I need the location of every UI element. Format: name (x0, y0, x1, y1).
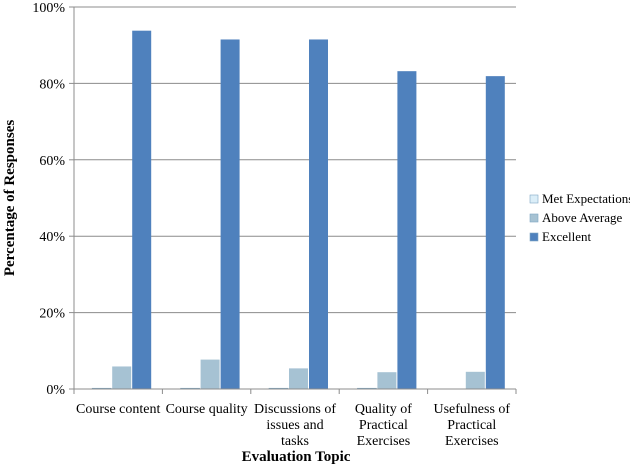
legend-swatch (529, 213, 539, 223)
axes (73, 7, 517, 394)
y-tick-label: 0% (46, 383, 65, 398)
legend: Met Expectations Above Average Excellent (529, 191, 630, 244)
bar-above-average (377, 372, 397, 389)
bar-above-average (465, 371, 485, 389)
bar-excellent (485, 76, 505, 389)
legend-swatch (529, 194, 539, 204)
bar-excellent (309, 39, 328, 389)
bar-excellent (132, 30, 152, 390)
x-tick-labels: Course content Course quality Discussions … (76, 402, 510, 449)
legend-label: Excellent (542, 229, 591, 244)
legend-swatch (529, 232, 539, 242)
y-tick-label: 80% (39, 77, 65, 92)
bar-above-average (200, 359, 220, 389)
y-axis-title: Percentage of Responses (2, 120, 18, 277)
y-tick-label: 60% (39, 154, 65, 169)
bar-above-average (112, 366, 132, 389)
y-tick-label: 100% (32, 1, 65, 16)
bar-excellent (397, 71, 417, 390)
bars (91, 30, 505, 390)
legend-label: Above Average (542, 210, 622, 225)
y-tick-label: 40% (39, 230, 65, 245)
x-tick-label: Quality of Practical Exercises (355, 402, 412, 449)
bar-excellent (220, 39, 240, 389)
bar-above-average (289, 368, 308, 389)
x-tick-label: Usefulness of Practical Exercises (433, 402, 510, 449)
legend-label: Met Expectations (542, 191, 630, 206)
x-tick-label: Discussions of issues and tasks (254, 402, 336, 449)
x-tick-label: Course quality (166, 402, 248, 417)
x-tick-label: Course content (76, 402, 160, 417)
x-axis-title: Evaluation Topic (242, 449, 351, 465)
y-tick-labels: 0% 20% 40% 60% 80% 100% (32, 1, 65, 398)
y-tick-label: 20% (39, 307, 65, 322)
